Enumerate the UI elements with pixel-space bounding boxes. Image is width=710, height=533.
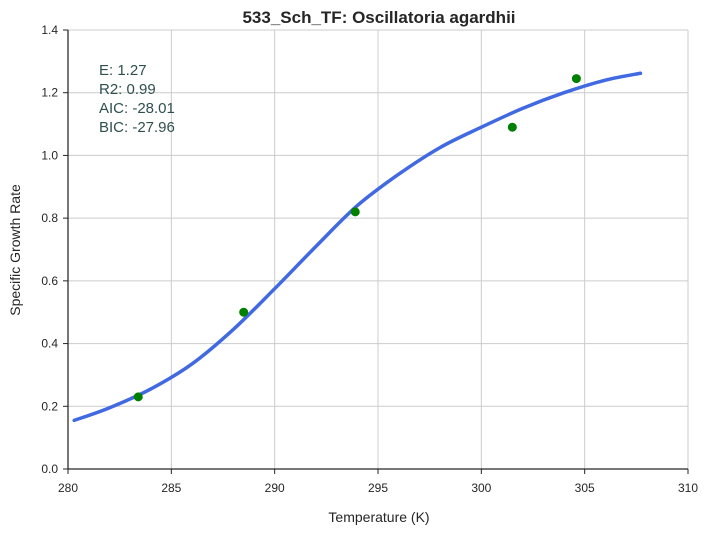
grid [67,29,689,470]
x-tick-label: 285 [161,481,181,495]
x-tick-label: 290 [265,481,285,495]
chart-title: 533_Sch_TF: Oscillatoria agardhii [242,8,515,27]
x-tick-label: 305 [575,481,595,495]
y-tick-label: 1.2 [41,86,58,100]
y-axis-label: Specific Growth Rate [7,184,23,316]
y-tick-label: 0.4 [41,337,58,351]
y-tick-label: 0.0 [41,462,58,476]
y-ticks: 0.0 0.2 0.4 0.6 0.8 1.0 1.2 1.4 [41,23,68,476]
data-point [350,207,360,217]
plot-area [72,71,643,423]
x-axis-label: Temperature (K) [328,509,429,525]
x-tick-label: 310 [678,481,698,495]
fit-statistics: E: 1.27 R2: 0.99 AIC: -28.01 BIC: -27.96 [99,62,175,136]
fit-stat-text: E: 1.27 [99,62,147,79]
x-tick-label: 280 [58,481,78,495]
x-tick-label: 295 [368,481,388,495]
data-point [239,307,249,317]
fit-stat-text: BIC: -27.96 [99,119,175,136]
y-tick-label: 0.8 [41,211,58,225]
fit-curve [72,71,643,423]
y-tick-label: 1.0 [41,148,58,162]
fit-stat-text: AIC: -28.01 [99,100,175,117]
y-tick-label: 0.2 [41,399,58,413]
data-point [133,392,143,402]
x-tick-label: 300 [471,481,491,495]
y-tick-label: 0.6 [41,274,58,288]
data-point [507,122,517,132]
y-tick-label: 1.4 [41,23,58,37]
x-ticks: 280 285 290 295 300 305 310 [58,469,698,495]
fit-stat-text: R2: 0.99 [99,81,156,98]
data-point [571,74,581,84]
